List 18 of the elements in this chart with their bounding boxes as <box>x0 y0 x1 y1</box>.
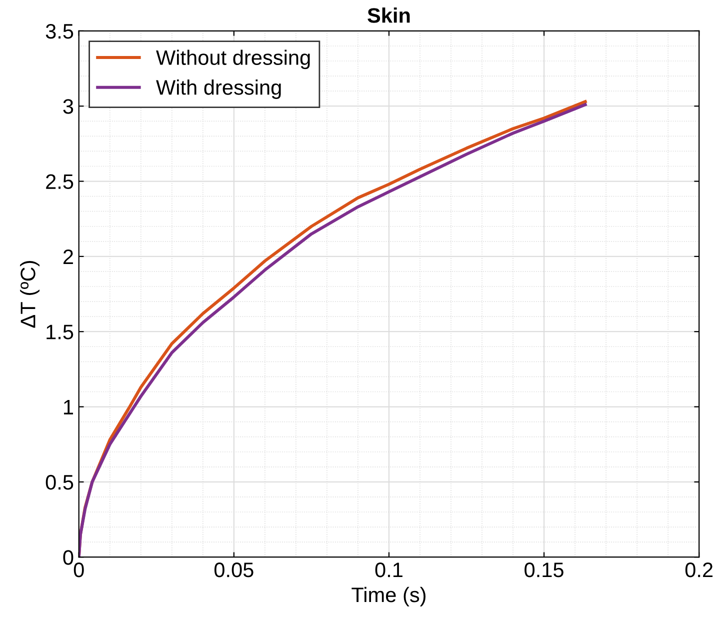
y-tick-label: 3.5 <box>46 24 74 39</box>
x-tick-label: 0.1 <box>375 562 402 578</box>
y-axis-title: ΔT (ºC) <box>20 261 40 328</box>
y-tick-label: 1.5 <box>46 324 74 340</box>
y-tick-label: 2 <box>63 249 73 264</box>
y-tick-label: 3 <box>63 99 74 114</box>
x-tick-label: 0.15 <box>524 562 564 578</box>
y-tick-label: 0 <box>63 550 74 565</box>
x-tick-label: 0.05 <box>214 562 254 578</box>
legend-label: Without dressing <box>156 50 310 70</box>
y-tick-label: 2.5 <box>46 174 74 190</box>
y-tick-label: 1 <box>64 400 73 414</box>
legend-label: With dressing <box>156 80 281 99</box>
x-tick-label: 0.2 <box>685 562 713 578</box>
x-axis-title: Time (s) <box>352 586 426 606</box>
y-tick-label: 0.5 <box>46 474 74 490</box>
x-tick-label: 0 <box>74 562 84 578</box>
chart-title: Skin <box>368 8 410 23</box>
